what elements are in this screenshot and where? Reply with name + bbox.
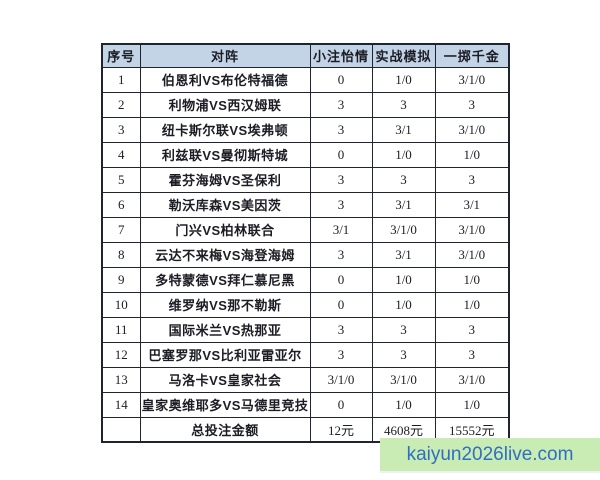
- row-seq: 6: [101, 191, 141, 218]
- row-matchup: 巴塞罗那VS比利亚雷亚尔: [139, 341, 311, 368]
- row-small-bet: 3/1/0: [309, 366, 373, 393]
- header-big-bet: 一掷千金: [434, 43, 510, 68]
- row-matchup: 霍芬海姆VS圣保利: [139, 166, 311, 193]
- total-small-bet-amount: 12元: [309, 416, 373, 443]
- row-simulation: 3: [371, 91, 436, 118]
- table-header-row: 序号 对阵 小注怡情 实战模拟 一掷千金: [101, 43, 510, 68]
- table-row: 6 勒沃库森VS美因茨 3 3/1 3/1: [101, 191, 510, 218]
- row-simulation: 3/1: [371, 241, 436, 268]
- row-seq: 3: [101, 116, 141, 143]
- betting-odds-table: 序号 对阵 小注怡情 实战模拟 一掷千金 1 伯恩利VS布伦特福德 0 1/0 3/1/…: [101, 43, 510, 443]
- site-watermark: kaiyun2026live.com: [380, 438, 600, 471]
- row-seq: 14: [101, 391, 141, 418]
- row-matchup: 门兴VS柏林联合: [139, 216, 311, 243]
- row-simulation: 1/0: [371, 141, 436, 168]
- header-matchup: 对阵: [139, 43, 311, 68]
- row-small-bet: 3/1: [309, 216, 373, 243]
- row-big-bet: 3: [434, 91, 510, 118]
- row-simulation: 3: [371, 166, 436, 193]
- row-small-bet: 0: [309, 266, 373, 293]
- row-small-bet: 3: [309, 191, 373, 218]
- row-simulation: 1/0: [371, 266, 436, 293]
- row-matchup: 云达不来梅VS海登海姆: [139, 241, 311, 268]
- row-small-bet: 3: [309, 116, 373, 143]
- row-simulation: 1/0: [371, 66, 436, 93]
- row-simulation: 3/1: [371, 191, 436, 218]
- table-body: 1 伯恩利VS布伦特福德 0 1/0 3/1/0 2 利物浦VS西汉姆联 3 3 3 3 纽卡斯尔联V…: [101, 66, 510, 418]
- table-row: 2 利物浦VS西汉姆联 3 3 3: [101, 91, 510, 118]
- row-seq: 11: [101, 316, 141, 343]
- row-seq: 5: [101, 166, 141, 193]
- row-small-bet: 0: [309, 141, 373, 168]
- row-matchup: 勒沃库森VS美因茨: [139, 191, 311, 218]
- table-row: 5 霍芬海姆VS圣保利 3 3 3: [101, 166, 510, 193]
- row-big-bet: 1/0: [434, 141, 510, 168]
- row-seq: 13: [101, 366, 141, 393]
- row-big-bet: 3/1/0: [434, 216, 510, 243]
- table-row: 8 云达不来梅VS海登海姆 3 3/1 3/1/0: [101, 241, 510, 268]
- table-row: 14 皇家奥维耶多VS马德里竞技 0 1/0 1/0: [101, 391, 510, 418]
- row-small-bet: 3: [309, 241, 373, 268]
- row-big-bet: 3/1/0: [434, 116, 510, 143]
- row-small-bet: 3: [309, 316, 373, 343]
- table-row: 12 巴塞罗那VS比利亚雷亚尔 3 3 3: [101, 341, 510, 368]
- row-big-bet: 1/0: [434, 391, 510, 418]
- table-row: 9 多特蒙德VS拜仁慕尼黑 0 1/0 1/0: [101, 266, 510, 293]
- row-matchup: 多特蒙德VS拜仁慕尼黑: [139, 266, 311, 293]
- row-matchup: 利物浦VS西汉姆联: [139, 91, 311, 118]
- header-small-bet: 小注怡情: [309, 43, 373, 68]
- row-seq: 9: [101, 266, 141, 293]
- table-row: 7 门兴VS柏林联合 3/1 3/1/0 3/1/0: [101, 216, 510, 243]
- row-small-bet: 3: [309, 166, 373, 193]
- row-matchup: 利兹联VS曼彻斯特城: [139, 141, 311, 168]
- row-matchup: 纽卡斯尔联VS埃弗顿: [139, 116, 311, 143]
- row-simulation: 3: [371, 316, 436, 343]
- row-big-bet: 3: [434, 341, 510, 368]
- row-small-bet: 0: [309, 66, 373, 93]
- row-big-bet: 3: [434, 166, 510, 193]
- header-seq: 序号: [101, 43, 141, 68]
- row-simulation: 3/1/0: [371, 216, 436, 243]
- table-row: 11 国际米兰VS热那亚 3 3 3: [101, 316, 510, 343]
- row-simulation: 1/0: [371, 291, 436, 318]
- row-small-bet: 0: [309, 291, 373, 318]
- row-simulation: 3/1/0: [371, 366, 436, 393]
- row-seq: 7: [101, 216, 141, 243]
- row-small-bet: 3: [309, 341, 373, 368]
- row-seq: 10: [101, 291, 141, 318]
- row-matchup: 维罗纳VS那不勒斯: [139, 291, 311, 318]
- watermark-text: kaiyun2026live.com: [406, 443, 574, 465]
- row-big-bet: 3/1: [434, 191, 510, 218]
- table-row: 4 利兹联VS曼彻斯特城 0 1/0 1/0: [101, 141, 510, 168]
- row-big-bet: 3/1/0: [434, 241, 510, 268]
- row-simulation: 1/0: [371, 391, 436, 418]
- row-big-bet: 3: [434, 316, 510, 343]
- table-row: 3 纽卡斯尔联VS埃弗顿 3 3/1 3/1/0: [101, 116, 510, 143]
- row-simulation: 3: [371, 341, 436, 368]
- row-big-bet: 3/1/0: [434, 66, 510, 93]
- row-matchup: 皇家奥维耶多VS马德里竞技: [139, 391, 311, 418]
- total-row-label: 总投注金额: [139, 416, 311, 443]
- row-small-bet: 3: [309, 91, 373, 118]
- header-simulation: 实战模拟: [371, 43, 436, 68]
- row-seq: 4: [101, 141, 141, 168]
- row-matchup: 国际米兰VS热那亚: [139, 316, 311, 343]
- row-seq: 1: [101, 66, 141, 93]
- table-row: 1 伯恩利VS布伦特福德 0 1/0 3/1/0: [101, 66, 510, 93]
- row-seq: 8: [101, 241, 141, 268]
- row-seq: 2: [101, 91, 141, 118]
- total-row-seq-cell: [101, 416, 141, 443]
- row-simulation: 3/1: [371, 116, 436, 143]
- row-matchup: 马洛卡VS皇家社会: [139, 366, 311, 393]
- row-big-bet: 3/1/0: [434, 366, 510, 393]
- row-big-bet: 1/0: [434, 266, 510, 293]
- row-matchup: 伯恩利VS布伦特福德: [139, 66, 311, 93]
- table-row: 13 马洛卡VS皇家社会 3/1/0 3/1/0 3/1/0: [101, 366, 510, 393]
- table-row: 10 维罗纳VS那不勒斯 0 1/0 1/0: [101, 291, 510, 318]
- row-seq: 12: [101, 341, 141, 368]
- row-small-bet: 0: [309, 391, 373, 418]
- row-big-bet: 1/0: [434, 291, 510, 318]
